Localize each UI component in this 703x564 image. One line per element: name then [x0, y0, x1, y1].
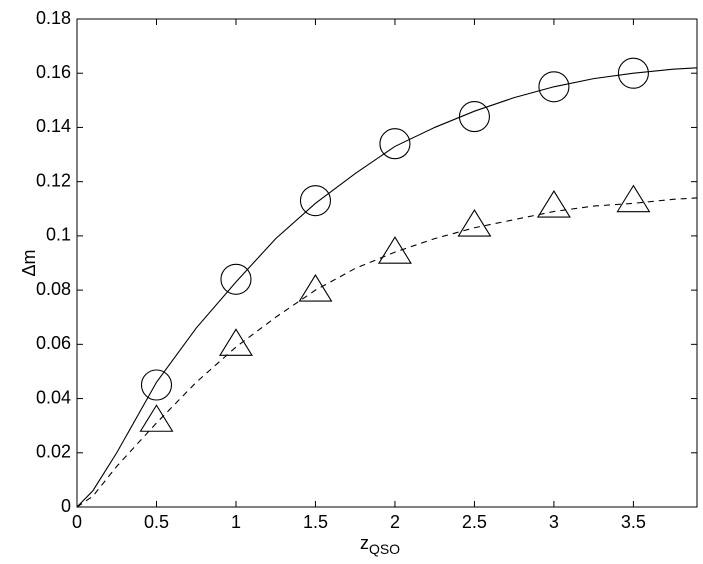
triangle-marker: [616, 184, 651, 213]
y-tick-label: 0.08: [36, 279, 71, 299]
x-tick-label: 3: [549, 512, 559, 532]
x-tick-label: 0.5: [144, 512, 169, 532]
y-tick-label: 0.04: [36, 387, 71, 407]
y-tick-label: 0.02: [36, 442, 71, 462]
x-axis-label: zQSO: [360, 533, 400, 557]
circle-marker: [617, 57, 649, 89]
y-tick-label: 0.14: [36, 116, 71, 136]
x-tick-label: 0: [72, 512, 82, 532]
curve: [76, 197, 698, 508]
x-tick-label: 3.5: [621, 512, 646, 532]
y-axis-label: Δm: [19, 249, 39, 276]
x-tick-label: 2: [390, 512, 400, 532]
circle-marker: [458, 101, 490, 133]
triangle-marker: [457, 208, 492, 237]
triangle-marker: [139, 404, 174, 432]
x-tick-label: 1.5: [303, 512, 328, 532]
triangle-marker: [218, 328, 253, 356]
circle-marker: [140, 369, 173, 401]
triangle-marker: [298, 274, 333, 302]
plot-frame: [76, 18, 698, 508]
triangle-marker: [377, 236, 412, 264]
y-tick-label: 0.18: [36, 8, 71, 28]
y-tick-label: 0.06: [36, 333, 71, 353]
circle-marker: [538, 71, 570, 103]
circle-marker: [299, 185, 332, 217]
x-tick-label: 1: [231, 512, 241, 532]
triangle-marker: [536, 190, 571, 218]
curve: [76, 67, 698, 508]
y-tick-label: 0.12: [36, 170, 71, 190]
circle-marker: [379, 128, 411, 160]
x-tick-label: 2.5: [462, 512, 487, 532]
y-tick-label: 0: [61, 496, 71, 516]
y-tick-label: 0.16: [36, 62, 71, 82]
x-axis-label-main: z: [360, 533, 369, 553]
circle-marker: [220, 263, 252, 295]
y-tick-label: 0.1: [46, 225, 71, 245]
x-axis-label-sub: QSO: [369, 541, 400, 557]
